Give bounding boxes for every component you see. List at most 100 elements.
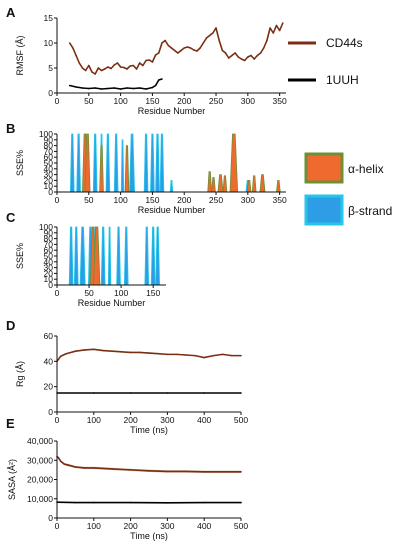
y-tick-label: 0: [48, 187, 53, 197]
data-point-1uuh: [119, 88, 122, 90]
y-tick-label: 10,000: [27, 494, 53, 504]
series-line-cd44s: [69, 22, 284, 75]
data-point-cd44s: [208, 34, 211, 37]
data-point-cd44s: [189, 47, 192, 49]
beta-strand-peak: [73, 226, 79, 286]
data-point-1uuh: [132, 87, 135, 90]
data-point-cd44s: [122, 66, 125, 69]
x-tick-label: 0: [55, 415, 60, 425]
data-point-cd44s: [192, 49, 195, 51]
data-point-cd44s: [154, 54, 157, 56]
data-point-cd44s: [83, 349, 86, 351]
data-point-cd44s: [119, 66, 122, 68]
y-tick-label: 5: [48, 63, 53, 73]
data-point-cd44s: [240, 58, 243, 60]
beta-strand-peak: [92, 133, 98, 193]
beta-strand-peak: [129, 133, 136, 193]
data-point-cd44s: [68, 42, 71, 44]
data-point-1uuh: [100, 88, 103, 90]
x-axis-title: Time (ns): [130, 425, 168, 435]
x-tick-label: 50: [84, 195, 94, 205]
beta-strand-peak: [69, 133, 75, 193]
data-point-cd44s: [227, 57, 230, 59]
x-axis-title: Residue Number: [78, 298, 146, 308]
data-point-cd44s: [94, 73, 96, 75]
x-tick-label: 100: [114, 288, 128, 298]
beta-strand-peak: [143, 133, 149, 193]
data-point-cd44s: [240, 354, 242, 357]
series-line-cd44s: [56, 348, 241, 362]
data-point-cd44s: [151, 61, 154, 63]
beta-strand-peak: [113, 133, 119, 193]
beta-strand-peak: [107, 226, 112, 286]
y-tick-label: 70: [44, 239, 54, 249]
legend-label-1uuh: 1UUH: [326, 73, 359, 87]
y-tick-label: 60: [44, 331, 54, 341]
data-point-1uuh: [74, 501, 77, 504]
y-tick-label: 15: [44, 13, 54, 23]
x-tick-label: 300: [241, 195, 255, 205]
alpha-helix-peak: [276, 179, 281, 193]
data-point-cd44s: [231, 54, 233, 57]
data-point-cd44s: [88, 64, 90, 67]
beta-strand-peak: [120, 139, 125, 193]
beta-strand-peak: [155, 226, 160, 286]
y-tick-label: 100: [39, 222, 53, 232]
beta-strand-peak: [144, 226, 150, 286]
data-point-cd44s: [135, 68, 138, 70]
data-point-cd44s: [164, 39, 166, 42]
data-point-cd44s: [148, 470, 150, 472]
data-point-cd44s: [74, 350, 77, 353]
x-tick-label: 350: [273, 96, 287, 106]
data-point-cd44s: [113, 64, 116, 66]
y-tick-label: 30: [44, 170, 54, 180]
data-point-cd44s: [145, 59, 147, 62]
beta-strand-peak: [76, 133, 81, 193]
data-point-cd44s: [84, 69, 87, 72]
data-point-1uuh: [203, 501, 205, 504]
data-point-cd44s: [199, 47, 201, 49]
data-point-1uuh: [154, 84, 157, 87]
y-tick-label: 30: [44, 263, 54, 273]
x-tick-label: 400: [197, 415, 211, 425]
data-point-cd44s: [180, 49, 182, 52]
data-point-cd44s: [111, 468, 113, 470]
y-tick-label: 10: [44, 274, 54, 284]
data-point-cd44s: [167, 44, 170, 47]
x-tick-label: 0: [55, 195, 60, 205]
x-tick-label: 100: [87, 521, 101, 531]
data-point-cd44s: [157, 352, 159, 355]
y-tick-label: 40: [44, 164, 54, 174]
y-axis-title: Rg (Å): [15, 361, 25, 387]
data-point-cd44s: [186, 46, 189, 48]
beta-strand-peak: [159, 133, 165, 193]
y-tick-label: 10: [44, 181, 54, 191]
legend-swatch-beta-strand: [304, 194, 344, 226]
data-point-cd44s: [183, 47, 186, 49]
y-tick-label: 90: [44, 228, 54, 238]
panel-letter-e: E: [6, 416, 15, 431]
x-tick-label: 0: [55, 96, 60, 106]
data-point-cd44s: [78, 62, 81, 64]
data-point-cd44s: [120, 351, 123, 353]
x-axis-title: Time (ns): [130, 531, 168, 541]
beta-strand-peak: [150, 226, 156, 286]
panel-letter-d: D: [6, 318, 15, 333]
y-tick-label: 40: [44, 257, 54, 267]
data-point-cd44s: [91, 71, 93, 73]
alpha-helix-peak: [229, 133, 239, 193]
data-point-cd44s: [221, 353, 224, 356]
data-point-1uuh: [107, 87, 109, 90]
alpha-helix-peak: [207, 171, 213, 193]
x-tick-label: 300: [160, 415, 174, 425]
data-point-cd44s: [240, 471, 242, 473]
data-point-cd44s: [111, 350, 113, 353]
data-point-cd44s: [58, 457, 60, 460]
data-point-cd44s: [97, 67, 100, 69]
data-point-cd44s: [102, 349, 104, 352]
data-point-1uuh: [129, 392, 132, 394]
data-point-cd44s: [272, 32, 275, 34]
x-tick-label: 200: [177, 195, 191, 205]
y-tick-label: 40,000: [27, 436, 53, 446]
